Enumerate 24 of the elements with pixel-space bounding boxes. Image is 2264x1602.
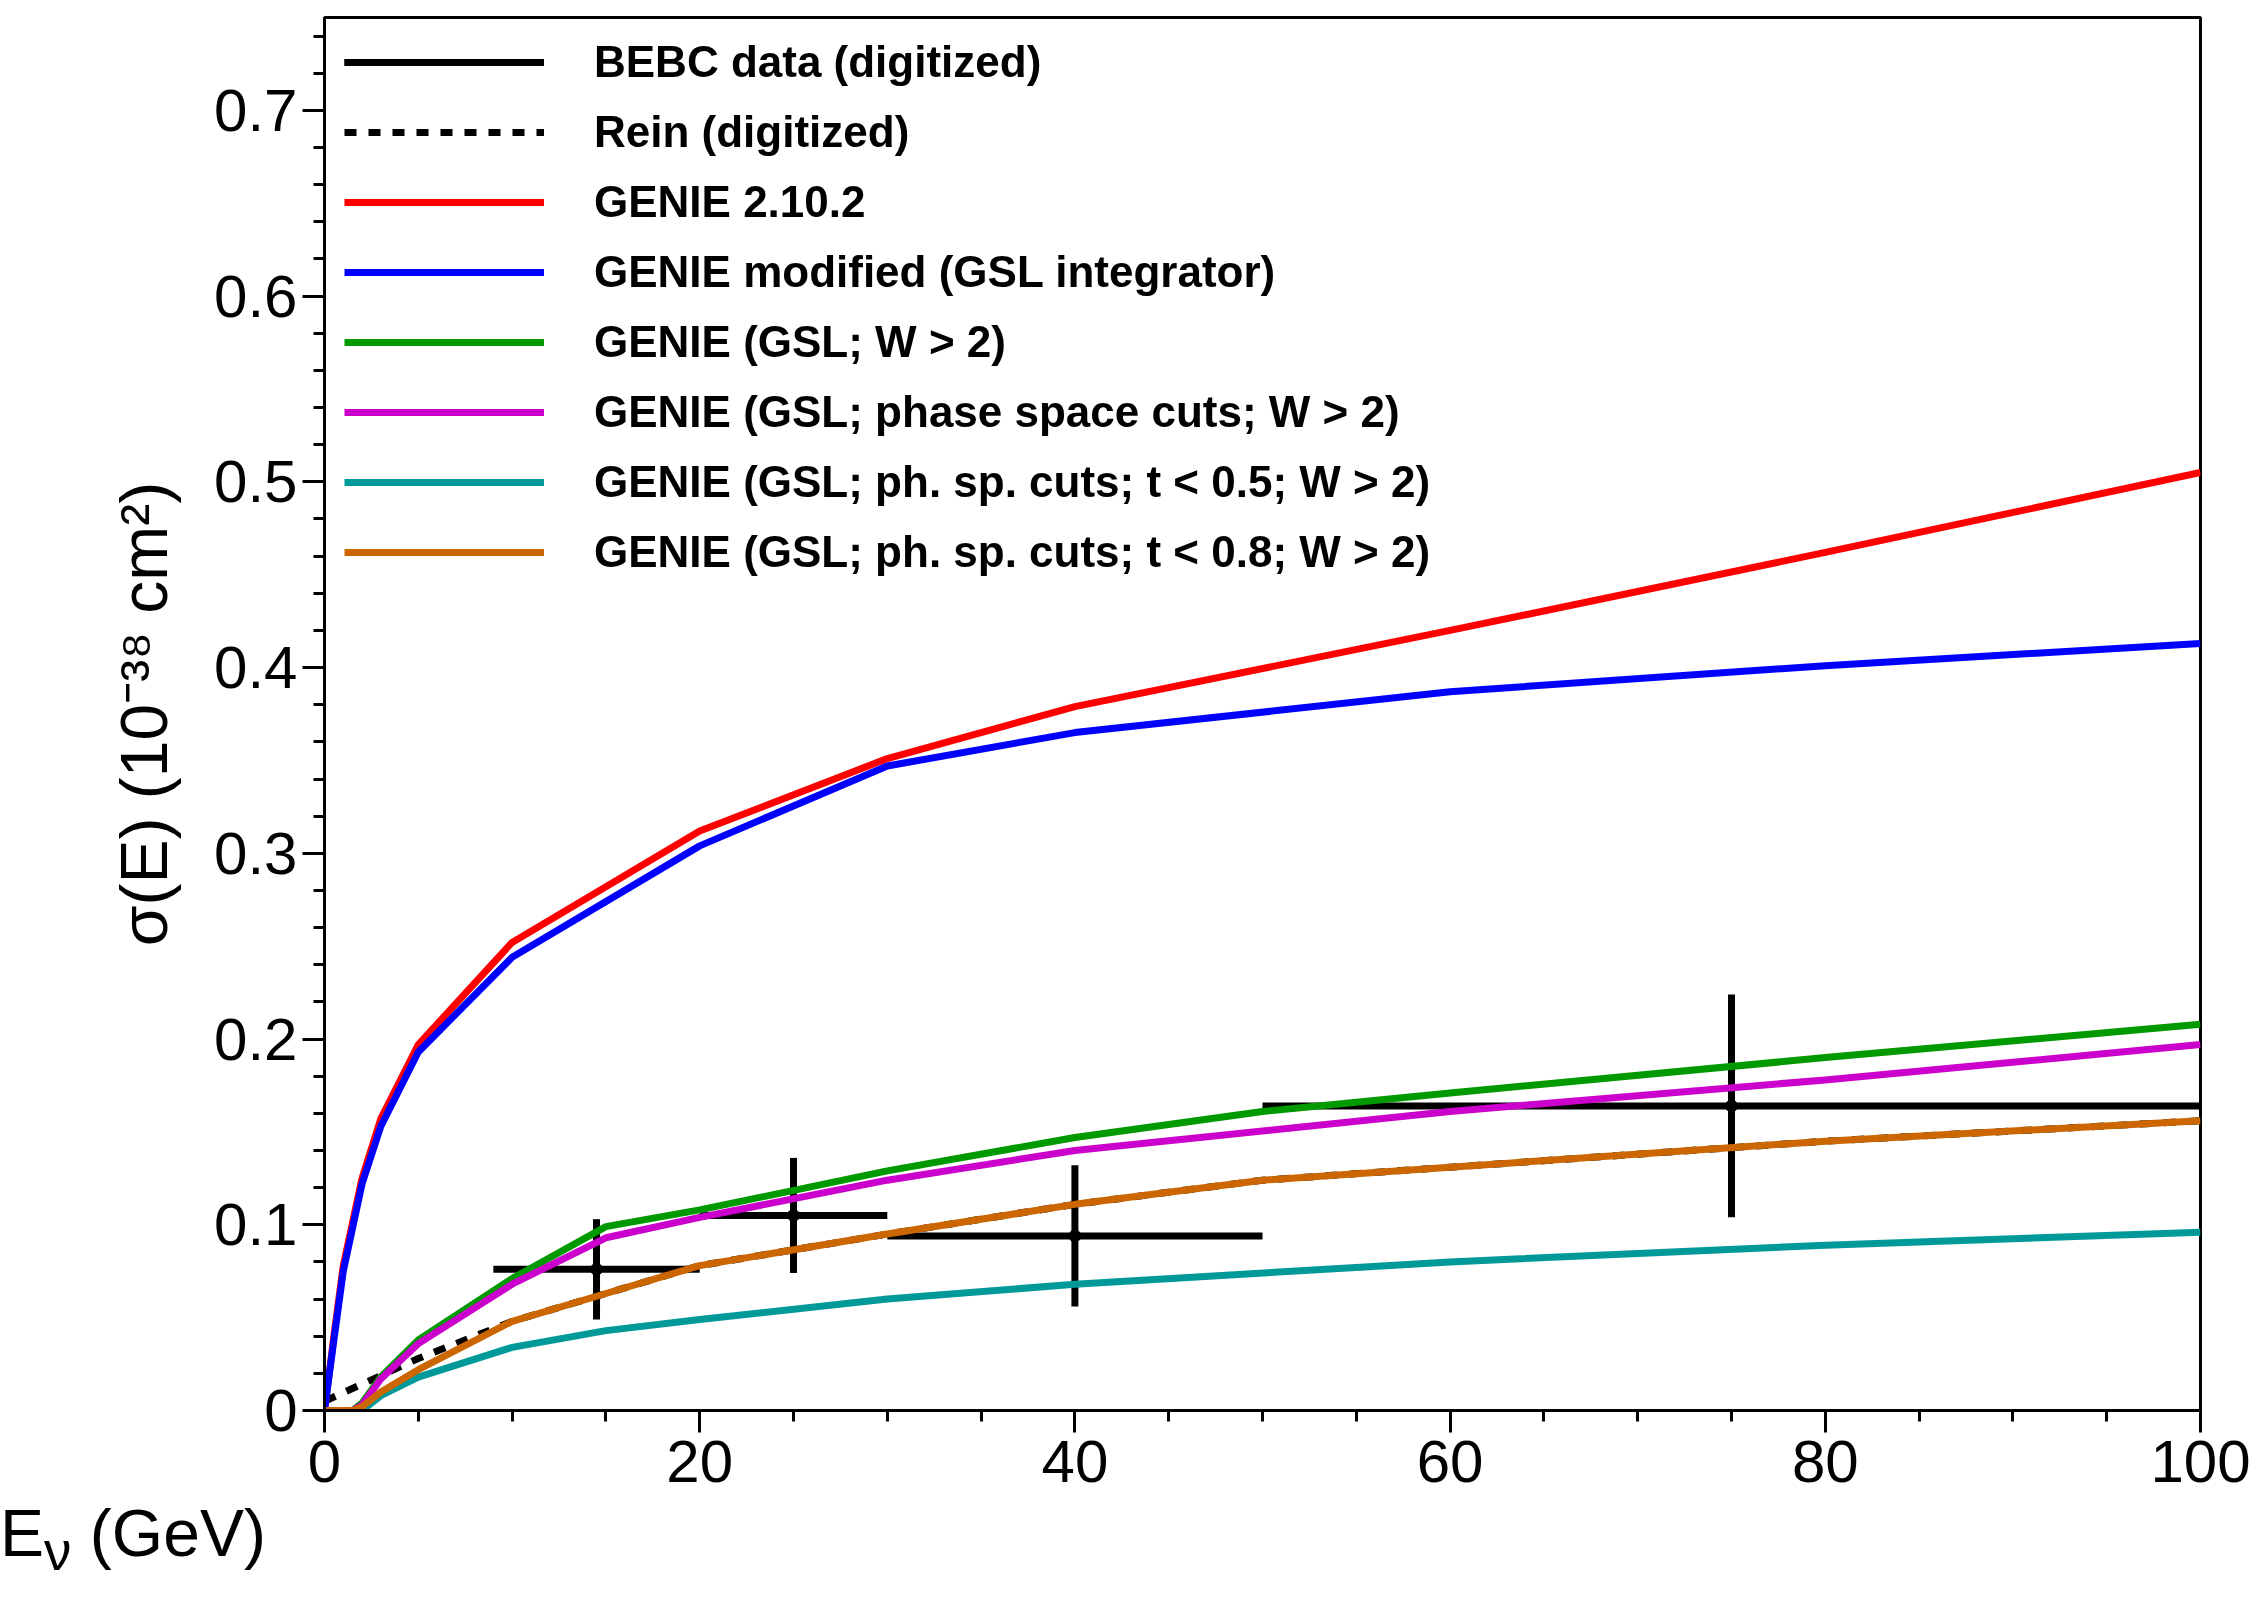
legend-label: GENIE (GSL; W > 2) [594,317,1006,367]
legend-label: GENIE (GSL; ph. sp. cuts; t < 0.8; W > 2) [594,527,1431,577]
x-tick-label: 20 [666,1427,734,1495]
x-tick-label: 60 [1416,1427,1484,1495]
legend-label: GENIE (GSL; phase space cuts; W > 2) [594,387,1400,437]
y-tick-label: 0.3 [214,819,298,887]
x-axis-title: E$_{ν}$ (GeV) [0,1496,266,1583]
x-tick-label: 80 [1791,1427,1859,1495]
legend-label: GENIE (GSL; ph. sp. cuts; t < 0.5; W > 2) [594,457,1431,507]
y-axis-title: σ(E) (10⁻³⁸ cm²) [107,481,182,947]
y-tick-label: 0 [264,1377,298,1444]
y-tick-label: 0.6 [214,262,298,330]
y-tick-label: 0.5 [214,448,298,516]
legend-label: BEBC data (digitized) [594,37,1042,87]
y-tick-label: 0.4 [214,634,298,702]
legend-label: Rein (digitized) [594,107,910,157]
y-tick-label: 0.7 [214,76,298,144]
x-tick-label: 40 [1041,1427,1109,1495]
legend-label: GENIE modified (GSL integrator) [594,247,1276,297]
x-tick-label: 100 [2150,1427,2251,1495]
legend-label: GENIE 2.10.2 [594,177,866,227]
x-tick-label: 0 [307,1427,342,1495]
y-tick-label: 0.2 [214,1005,298,1073]
y-tick-label: 0.1 [214,1191,298,1259]
